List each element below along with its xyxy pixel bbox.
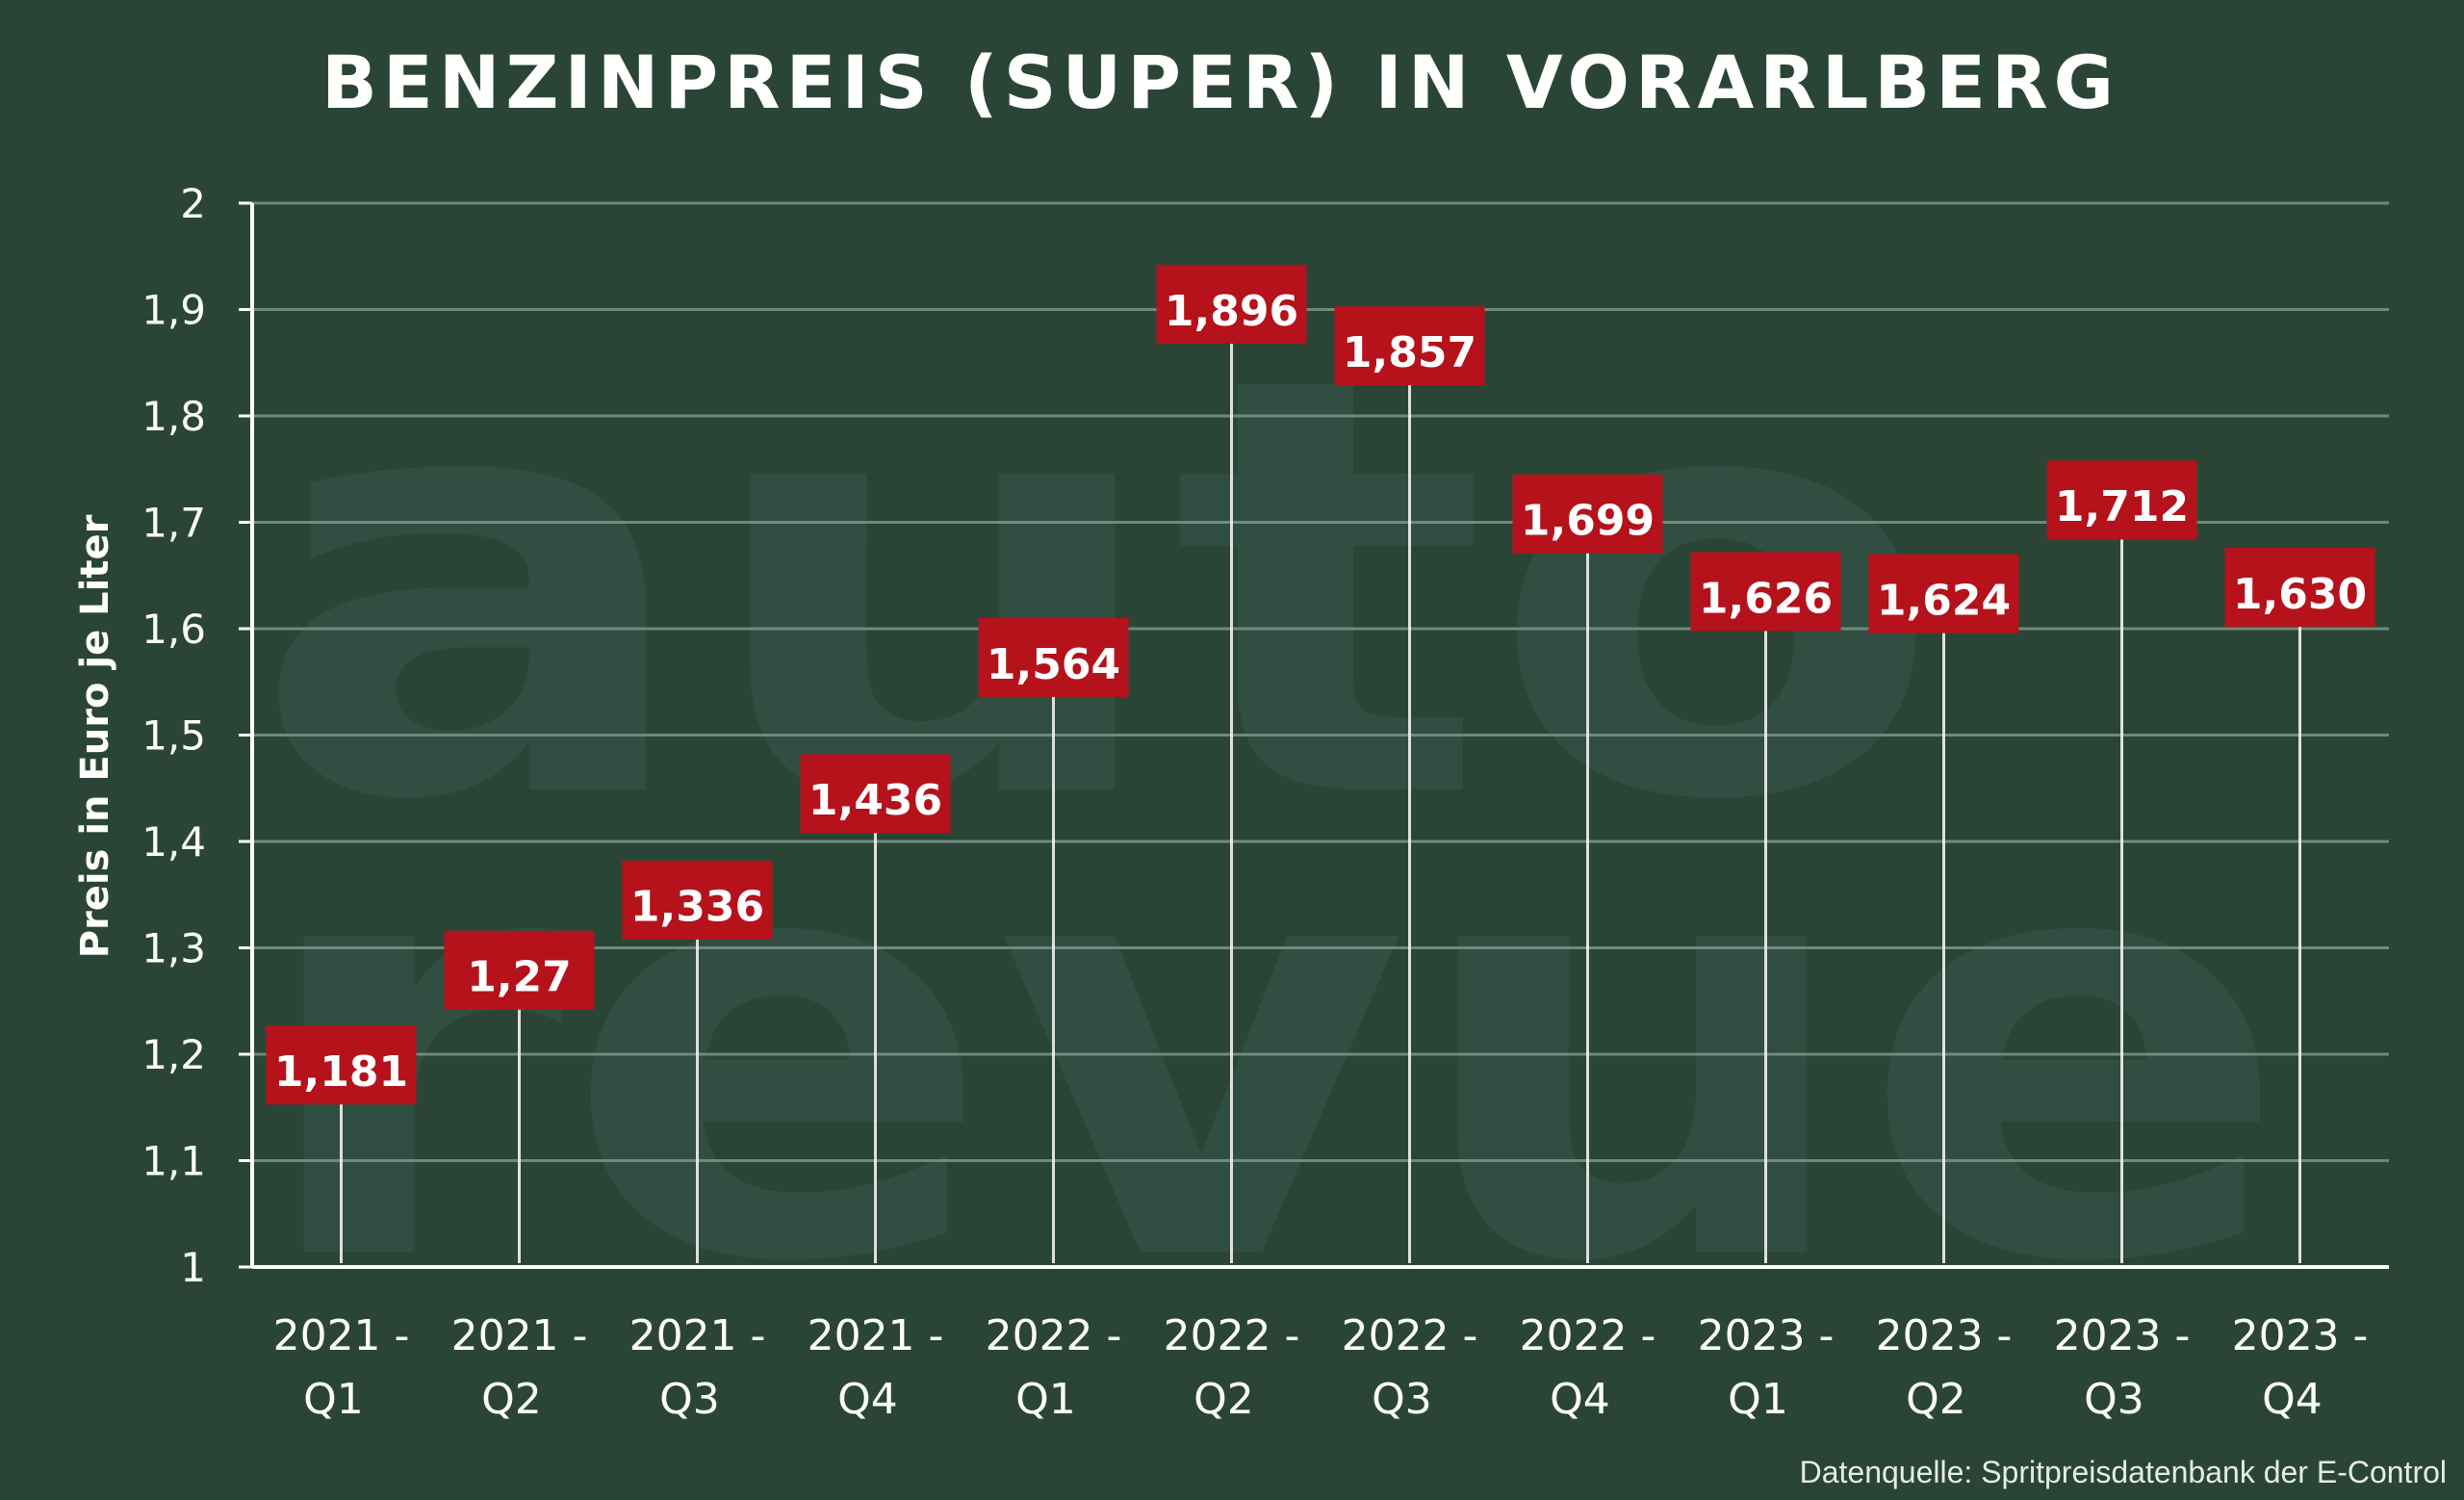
data-label-box xyxy=(1868,554,2019,634)
y-tick-labels: 1 1,1 1,2 1,3 1,4 1,5 1,6 1,7 1,8 1,9 2 xyxy=(141,180,206,1291)
data-source: Datenquelle: Spritpreisdatenbank der E-C… xyxy=(1800,1455,2447,1489)
y-axis-label: Preis in Euro je Liter xyxy=(73,514,117,958)
y-tick-label: 1,3 xyxy=(141,925,206,972)
data-label: 1,336 xyxy=(630,883,764,932)
x-tick-label-year: 2022 - xyxy=(1520,1311,1656,1360)
y-tick-label: 2 xyxy=(180,180,206,227)
x-tick-label-quarter: Q3 xyxy=(659,1375,720,1424)
x-tick-label-quarter: Q3 xyxy=(1372,1375,1432,1424)
x-tick-label-year: 2021 - xyxy=(451,1311,588,1360)
y-tick-label: 1,1 xyxy=(141,1138,206,1185)
x-tick-label-quarter: Q2 xyxy=(481,1375,542,1424)
y-tick-label: 1,7 xyxy=(141,500,206,547)
x-tick-label-quarter: Q4 xyxy=(837,1375,898,1424)
data-label-box xyxy=(800,754,951,834)
data-label-box xyxy=(1690,552,1841,632)
x-tick-label-quarter: Q4 xyxy=(2262,1375,2323,1424)
x-tick-label-quarter: Q3 xyxy=(2084,1375,2144,1424)
x-tick-label-year: 2021 - xyxy=(273,1311,410,1360)
x-tick-label-year: 2022 - xyxy=(1164,1311,1300,1360)
x-tick-label-quarter: Q2 xyxy=(1906,1375,1966,1424)
x-tick-label-year: 2023 - xyxy=(1698,1311,1835,1360)
data-label: 1,624 xyxy=(1877,576,2011,625)
y-tick-label: 1 xyxy=(180,1244,206,1291)
data-label: 1,181 xyxy=(274,1047,408,1097)
data-label: 1,564 xyxy=(987,640,1120,689)
data-label-box xyxy=(2046,460,2197,540)
y-tick-label: 1,4 xyxy=(141,818,206,866)
data-label-box xyxy=(1334,306,1485,386)
y-tick-label: 1,8 xyxy=(141,393,206,440)
y-tick-label: 1,9 xyxy=(141,287,206,334)
data-label: 1,630 xyxy=(2233,570,2367,619)
data-label: 1,626 xyxy=(1699,574,1833,623)
x-tick-label-year: 2023 - xyxy=(2054,1311,2191,1360)
x-tick-label-quarter: Q4 xyxy=(1550,1375,1610,1424)
data-label-box xyxy=(1156,265,1307,345)
data-stems xyxy=(340,313,2301,1263)
y-tick-label: 1,5 xyxy=(141,712,206,760)
x-tick-label-year: 2023 - xyxy=(2232,1311,2369,1360)
x-tick-label-quarter: Q2 xyxy=(1194,1375,1254,1424)
data-label-box xyxy=(622,860,773,940)
x-tick-label-year: 2021 - xyxy=(629,1311,766,1360)
gridlines xyxy=(252,201,2389,1162)
y-tick-label: 1,2 xyxy=(141,1031,206,1078)
data-label: 1,27 xyxy=(467,953,572,1002)
y-tick-label: 1,6 xyxy=(141,606,206,653)
axes xyxy=(239,201,2389,1269)
data-label-box xyxy=(2224,548,2375,628)
data-label: 1,699 xyxy=(1521,497,1655,546)
watermark-line2: revue xyxy=(250,715,2291,1388)
chart-title: BENZINPREIS (SUPER) IN VORARLBERG xyxy=(321,39,2119,125)
x-tick-label-year: 2021 - xyxy=(808,1311,944,1360)
data-label: 1,896 xyxy=(1165,287,1298,336)
watermark-line1: auto xyxy=(250,253,1944,926)
data-label-box xyxy=(444,930,595,1010)
data-label-box xyxy=(978,617,1129,697)
x-tick-label-year: 2023 - xyxy=(1876,1311,2013,1360)
x-tick-label-year: 2022 - xyxy=(1342,1311,1478,1360)
data-label-box xyxy=(266,1025,417,1105)
x-tick-label-year: 2022 - xyxy=(986,1311,1122,1360)
data-label: 1,436 xyxy=(808,776,942,825)
x-tick-label-quarter: Q1 xyxy=(1015,1375,1076,1424)
data-label: 1,857 xyxy=(1343,328,1476,377)
data-label: 1,712 xyxy=(2055,482,2189,531)
x-tick-label-quarter: Q1 xyxy=(1728,1375,1788,1424)
x-tick-labels: 2021 - Q1 2021 - Q2 2021 - Q3 2021 - Q4 2022 - Q1… xyxy=(273,1311,2369,1424)
x-tick-label-quarter: Q1 xyxy=(303,1375,364,1424)
data-label-box xyxy=(1512,474,1663,554)
data-labels: 1,181 1,27 1,336 1,436 1,564 1,896 1,857 1,699 1… xyxy=(266,265,2375,1105)
